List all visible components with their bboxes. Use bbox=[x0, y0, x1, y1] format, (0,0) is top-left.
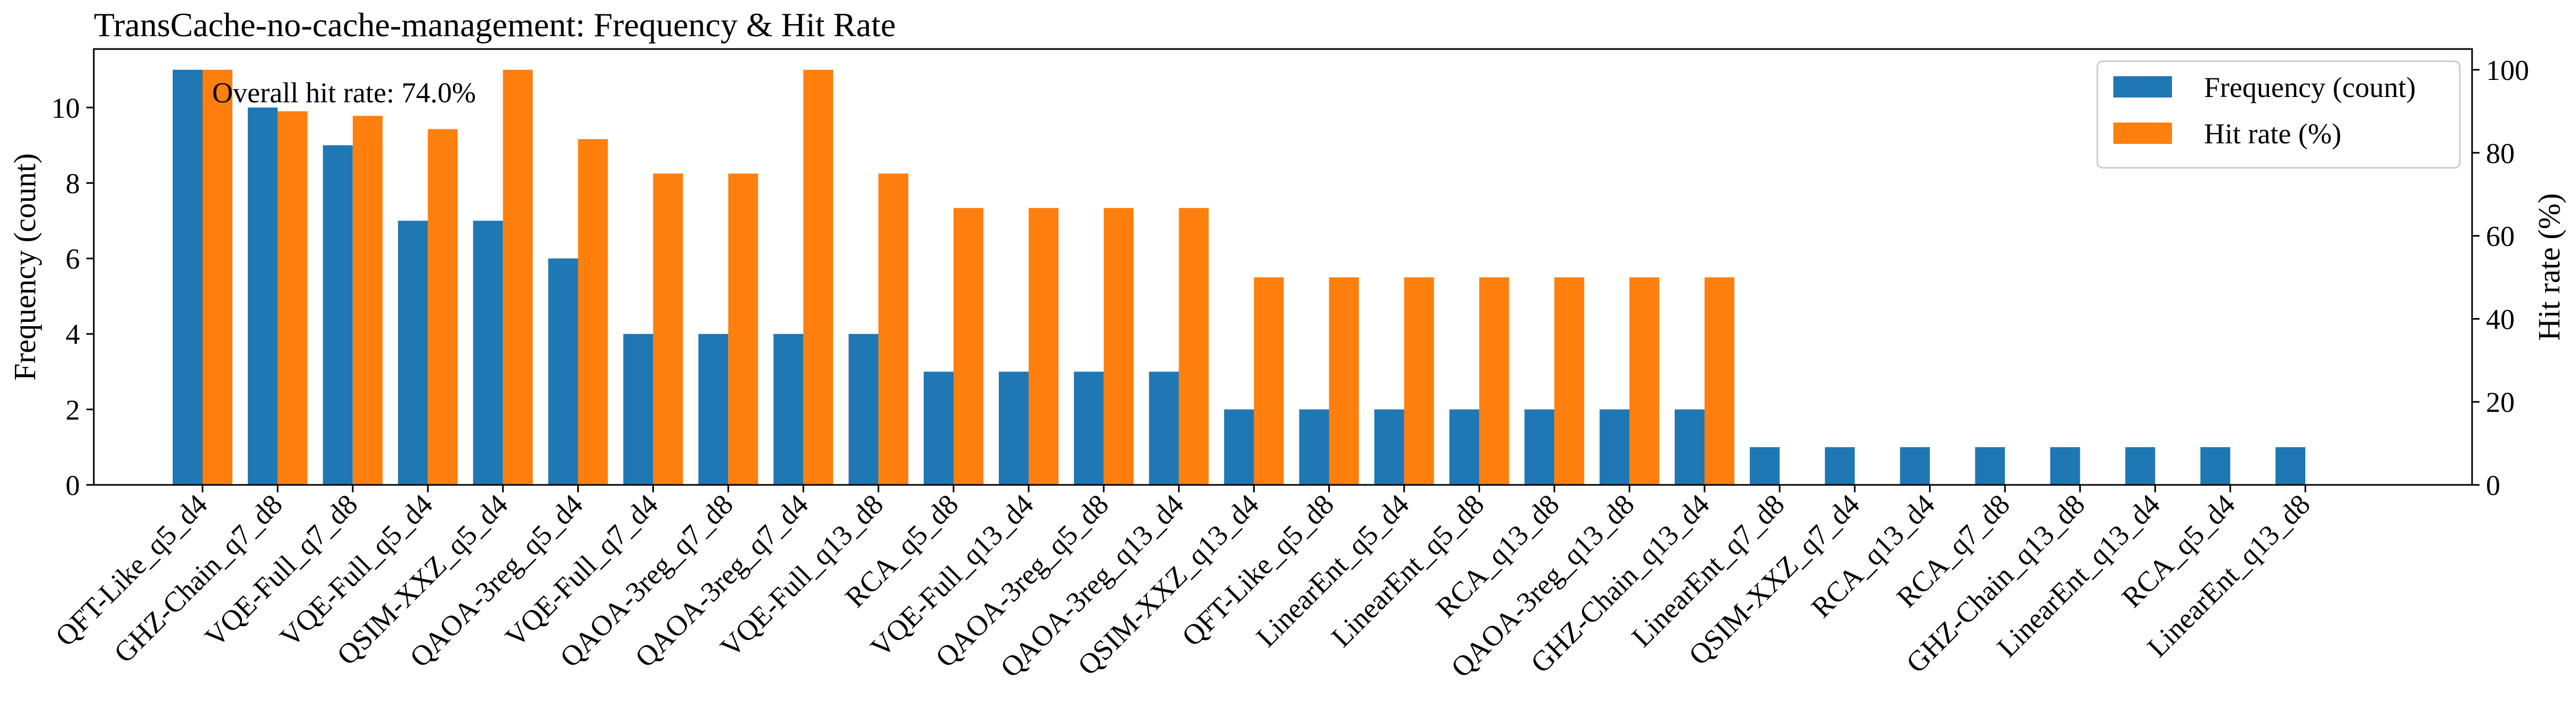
legend-label-hit-rate: Hit rate (%) bbox=[2204, 118, 2341, 150]
bar-frequency bbox=[998, 371, 1029, 485]
bar-frequency bbox=[1299, 409, 1329, 485]
bar-hit-rate bbox=[1329, 277, 1359, 485]
y2-tick-label: 80 bbox=[2486, 137, 2515, 169]
bar-hit-rate bbox=[1629, 277, 1660, 485]
legend-swatch-frequency bbox=[2113, 76, 2172, 98]
bar-hit-rate bbox=[1103, 208, 1134, 485]
bar-frequency bbox=[1824, 447, 1855, 485]
bar-frequency bbox=[623, 334, 653, 485]
bar-frequency bbox=[2125, 447, 2155, 485]
bar-hit-rate bbox=[578, 139, 608, 485]
bar-frequency bbox=[1374, 409, 1404, 485]
bar-frequency bbox=[247, 107, 278, 485]
y2-tick-label: 100 bbox=[2486, 54, 2529, 86]
bar-hit-rate bbox=[277, 111, 308, 485]
bar-hit-rate bbox=[427, 129, 458, 485]
bar-frequency bbox=[1224, 409, 1254, 485]
bar-frequency bbox=[924, 371, 954, 485]
bar-frequency bbox=[1600, 409, 1630, 485]
bar-frequency bbox=[548, 258, 578, 485]
bar-frequency bbox=[2275, 447, 2306, 485]
y-tick-label: 10 bbox=[51, 92, 80, 124]
plot-frame bbox=[93, 48, 2473, 486]
bar-hit-rate bbox=[954, 208, 983, 485]
y2-tick-label: 0 bbox=[2486, 469, 2500, 501]
legend: Frequency (count) Hit rate (%) bbox=[2096, 60, 2461, 169]
bar-hit-rate bbox=[1028, 208, 1059, 485]
bar-hit-rate bbox=[803, 69, 834, 485]
y-tick-label: 4 bbox=[66, 319, 80, 351]
y-tick-label: 6 bbox=[66, 243, 80, 275]
bar-frequency bbox=[1675, 409, 1705, 485]
y-tick-label: 0 bbox=[66, 469, 80, 501]
bar-frequency bbox=[1975, 447, 2005, 485]
bar-frequency bbox=[1149, 371, 1179, 485]
bar-frequency bbox=[773, 334, 804, 485]
bar-frequency bbox=[1900, 447, 1930, 485]
legend-box bbox=[2096, 60, 2461, 169]
bar-hit-rate bbox=[1254, 277, 1284, 485]
bar-hit-rate bbox=[203, 69, 232, 485]
overall-hit-rate-annotation: Overall hit rate: 74.0% bbox=[212, 77, 476, 109]
bar-frequency bbox=[1449, 409, 1480, 485]
y-tick-label: 8 bbox=[66, 167, 80, 199]
bar-frequency bbox=[173, 69, 203, 485]
bar-frequency bbox=[1749, 447, 1780, 485]
bar-hit-rate bbox=[1479, 277, 1509, 485]
right-axis: 0 20 40 60 80 100 bbox=[2472, 54, 2529, 501]
bar-frequency bbox=[398, 221, 428, 485]
bar-hit-rate bbox=[352, 116, 383, 485]
y-tick-label: 2 bbox=[66, 394, 80, 426]
bar-hit-rate bbox=[653, 173, 683, 485]
chart-title: TransCache-no-cache-management: Frequenc… bbox=[94, 6, 896, 44]
bar-frequency bbox=[1524, 409, 1555, 485]
bar-frequency bbox=[1073, 371, 1104, 485]
left-axis: 0 2 4 6 8 10 bbox=[51, 92, 94, 501]
bar-hit-rate bbox=[1404, 277, 1434, 485]
x-axis: QFT-Like_q5_d4GHZ-Chain_q7_d8VQE-Full_q7… bbox=[49, 485, 2316, 684]
bar-hit-rate bbox=[503, 69, 533, 485]
bar-frequency bbox=[849, 334, 879, 485]
bar-hit-rate bbox=[1178, 208, 1209, 485]
bar-hit-rate bbox=[728, 173, 758, 485]
legend-swatch-hit-rate bbox=[2113, 123, 2172, 144]
bar-frequency bbox=[2050, 447, 2080, 485]
bar-frequency bbox=[322, 145, 353, 485]
y2-tick-label: 60 bbox=[2486, 221, 2515, 253]
bar-frequency bbox=[698, 334, 729, 485]
y-axis-label: Frequency (count) bbox=[7, 153, 42, 381]
bar-hit-rate bbox=[1705, 277, 1734, 485]
bar-frequency bbox=[473, 221, 503, 485]
y2-tick-label: 20 bbox=[2486, 386, 2515, 418]
legend-label-frequency: Frequency (count) bbox=[2204, 71, 2416, 103]
y2-axis-label: Hit rate (%) bbox=[2532, 193, 2566, 341]
y2-tick-label: 40 bbox=[2486, 303, 2515, 335]
bars bbox=[173, 69, 2306, 485]
bar-hit-rate bbox=[878, 173, 909, 485]
bar-frequency bbox=[2200, 447, 2231, 485]
bar-hit-rate bbox=[1554, 277, 1585, 485]
